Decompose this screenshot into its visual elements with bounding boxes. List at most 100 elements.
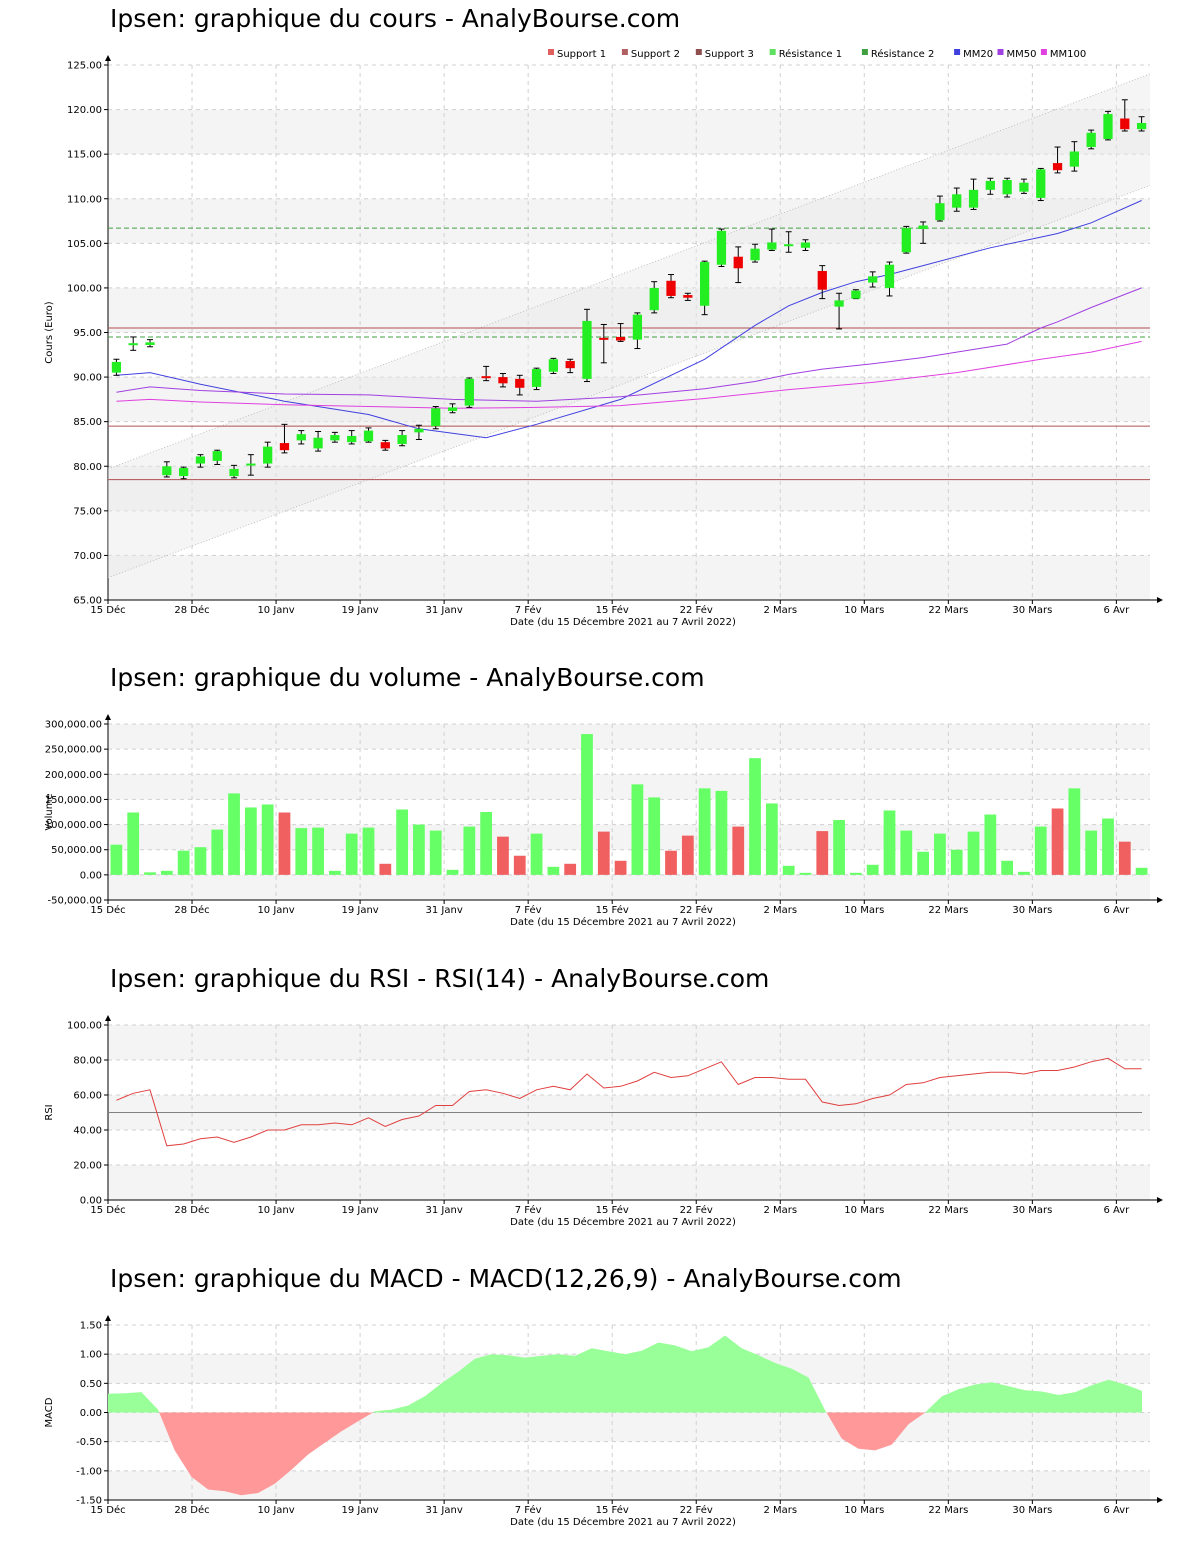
volume-bar <box>530 833 543 875</box>
x-tick-label: 19 Janv <box>341 605 378 616</box>
candle-body <box>615 336 626 341</box>
y-tick-label: -0.50 <box>76 1437 102 1448</box>
candle-body <box>414 428 424 433</box>
volume-bar <box>648 797 661 875</box>
plot-band <box>108 555 1150 600</box>
x-tick-label: 28 Déc <box>174 1504 209 1516</box>
x-tick-label: 15 Fév <box>596 1204 629 1216</box>
candle-body <box>1136 122 1147 130</box>
candle-body <box>1086 132 1096 148</box>
y-tick-label: 85.00 <box>73 417 102 428</box>
y-tick-label: 150,000.00 <box>45 795 102 806</box>
y-axis-label: Volume <box>44 793 55 830</box>
y-tick-label: 0.00 <box>80 1408 102 1419</box>
legend-label: Support 2 <box>631 49 680 60</box>
volume-bar <box>446 869 459 875</box>
macd-area-negative <box>826 1412 926 1451</box>
candle-body <box>1036 169 1046 198</box>
volume-bar <box>429 830 442 875</box>
x-tick-label: 6 Avr <box>1103 1505 1130 1516</box>
volume-bar <box>883 810 896 875</box>
legend-swatch <box>997 49 1004 55</box>
candle-body <box>901 228 911 253</box>
x-axis-label: Date (du 15 Décembre 2021 au 7 Avril 202… <box>510 616 736 628</box>
volume-bar <box>581 734 593 875</box>
volume-bar <box>950 849 963 875</box>
plot-band <box>108 377 1150 422</box>
x-tick-label: 15 Déc <box>90 904 125 916</box>
volume-bar <box>194 847 207 875</box>
x-tick-label: 2 Mars <box>763 1205 797 1216</box>
candle-body <box>263 446 273 464</box>
candle-body <box>498 377 508 384</box>
volume-bar <box>917 851 929 875</box>
x-tick-label: 10 Mars <box>844 1205 884 1216</box>
candle-body <box>683 295 693 298</box>
x-tick-label: 10 Mars <box>844 905 884 916</box>
volume-bar <box>497 836 509 875</box>
x-tick-label: 28 Déc <box>174 1204 209 1216</box>
candle-body <box>246 463 256 466</box>
x-tick-label: 22 Mars <box>928 1205 968 1216</box>
volume-bar <box>1118 841 1131 875</box>
candle-body <box>111 361 122 373</box>
legend-swatch <box>769 49 776 55</box>
plot-band <box>108 466 1150 511</box>
volume-bar <box>278 812 291 875</box>
y-tick-label: 0.00 <box>80 1196 102 1207</box>
rsi-line <box>116 1057 1142 1147</box>
x-tick-label: 19 Janv <box>341 905 378 916</box>
candle-body <box>1052 163 1063 171</box>
y-axis-arrow <box>105 1015 111 1021</box>
volume-bar <box>463 826 476 875</box>
volume-bar <box>984 814 997 875</box>
candle-body <box>179 468 189 477</box>
chart-title: Ipsen: graphique du volume - AnalyBourse… <box>110 663 705 692</box>
candle-body <box>397 435 407 444</box>
y-tick-label: -50,000.00 <box>47 896 102 907</box>
y-axis-arrow <box>105 55 111 61</box>
macd-area-positive <box>372 1335 827 1413</box>
x-tick-label: 30 Mars <box>1012 1205 1052 1216</box>
volume-bar <box>564 863 577 875</box>
candle-body <box>817 270 827 290</box>
volume-bar <box>1051 808 1064 875</box>
x-tick-label: 22 Mars <box>928 905 968 916</box>
volume-bar <box>799 872 812 875</box>
chart-title: Ipsen: graphique du MACD - MACD(12,26,9)… <box>110 1264 902 1293</box>
y-tick-label: 75.00 <box>73 506 102 517</box>
candle-body <box>229 468 239 477</box>
x-tick-label: 15 Déc <box>90 1204 125 1216</box>
x-tick-label: 15 Déc <box>90 1504 125 1516</box>
y-tick-label: 20.00 <box>73 1161 102 1172</box>
chart-title: Ipsen: graphique du cours - AnalyBourse.… <box>110 4 680 33</box>
volume-bar <box>1085 830 1098 875</box>
volume-bar <box>698 788 711 875</box>
volume-bar <box>312 827 324 875</box>
x-tick-label: 10 Janv <box>257 905 294 916</box>
legend-label: MM100 <box>1050 49 1086 60</box>
y-tick-label: 0.50 <box>80 1379 102 1390</box>
plot-band <box>108 774 1150 800</box>
volume-bar <box>614 860 627 875</box>
x-tick-label: 31 Janv <box>426 605 463 616</box>
y-axis-label: MACD <box>44 1397 55 1427</box>
candle-body <box>1120 118 1130 130</box>
x-tick-label: 31 Janv <box>426 905 463 916</box>
candle-body <box>313 437 323 449</box>
x-tick-label: 6 Avr <box>1103 905 1130 916</box>
macd-area-positive <box>108 1392 160 1413</box>
y-tick-label: 250,000.00 <box>45 745 102 756</box>
candle-body <box>431 408 441 427</box>
candle-body <box>784 244 794 247</box>
candle-body <box>952 194 962 208</box>
volume-bar <box>631 784 644 875</box>
candle-body <box>1019 182 1029 192</box>
candle-body <box>1069 151 1079 167</box>
volume-bar <box>816 831 829 875</box>
volume-bar <box>513 855 526 875</box>
x-tick-label: 7 Fév <box>515 604 542 616</box>
volume-bar <box>850 872 862 875</box>
volume-bar <box>127 812 140 875</box>
y-tick-label: 70.00 <box>73 551 102 562</box>
